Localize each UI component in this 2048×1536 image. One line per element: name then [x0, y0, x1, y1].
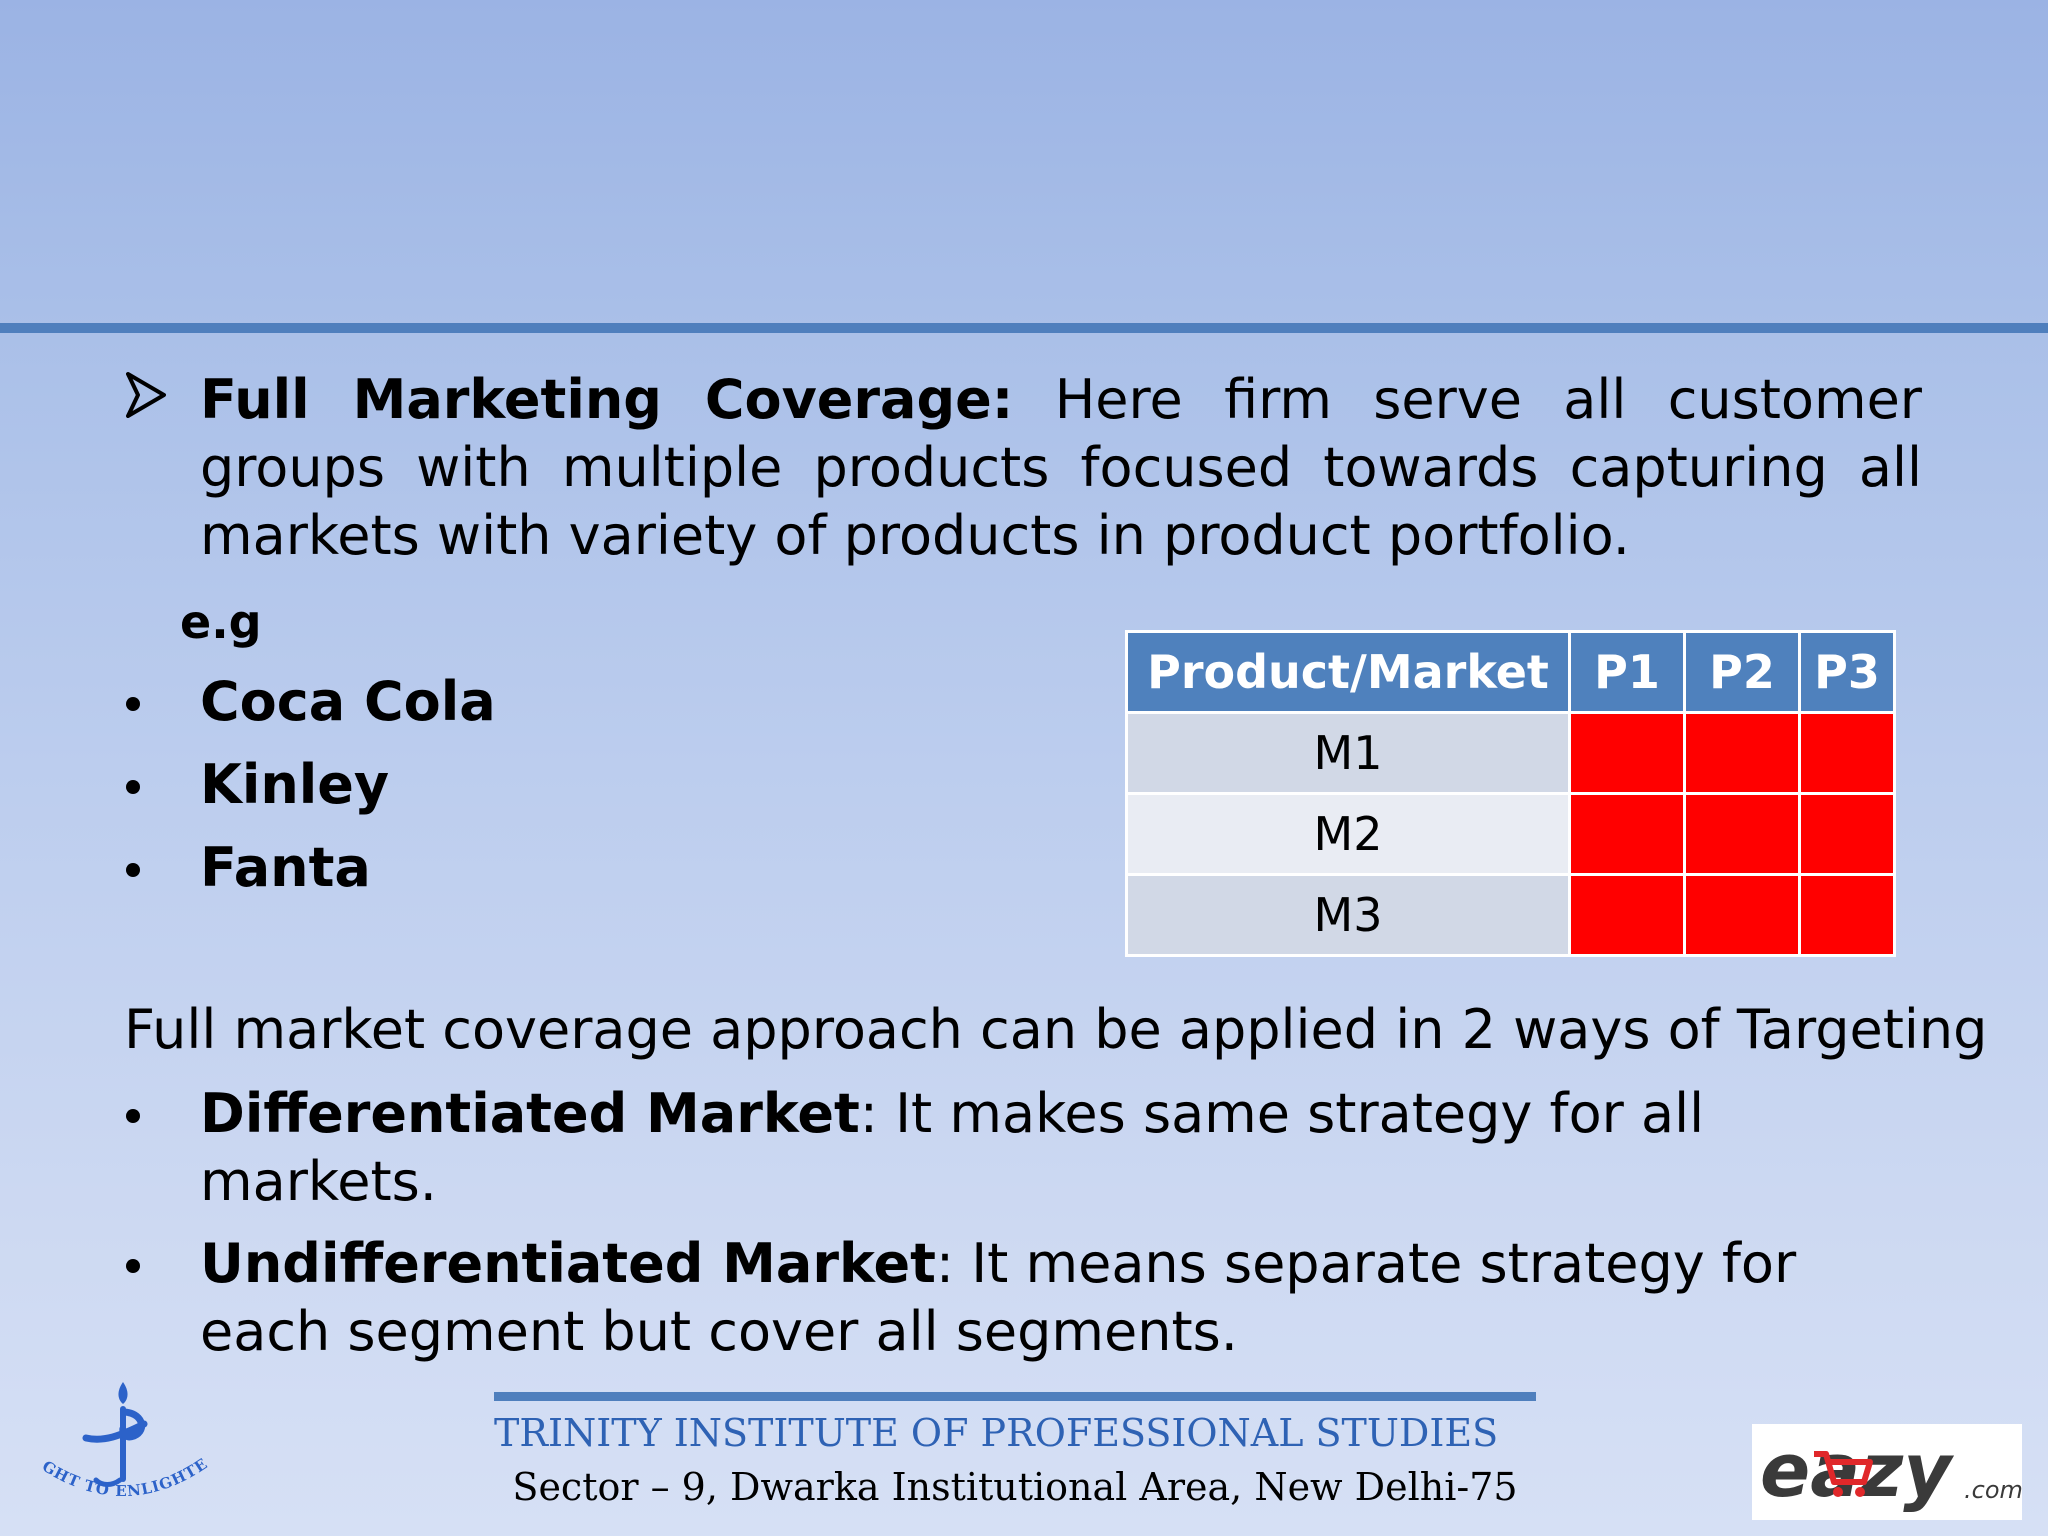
example-label: e.g	[180, 595, 262, 649]
product-market-table: Product/Market P1 P2 P3 M1 M2 M3	[1125, 630, 1896, 957]
coverage-cell	[1683, 873, 1801, 957]
bullet-dot-icon	[126, 780, 140, 794]
list-item: Coca Cola	[118, 668, 496, 751]
coverage-cell	[1683, 711, 1801, 795]
market-cell: M1	[1125, 711, 1571, 795]
arrow-bullet-icon	[126, 372, 166, 418]
institute-name: TRINITY INSTITUTE OF PROFESSIONAL STUDIE…	[494, 1411, 1499, 1455]
market-cell: M3	[1125, 873, 1571, 957]
table-row: M3	[1125, 873, 1896, 957]
bullet-dot-icon	[126, 863, 140, 877]
svg-text:.com: .com	[1964, 1476, 2022, 1504]
targeting-term: Differentiated Market	[200, 1082, 860, 1145]
main-point: Full Marketing Coverage: Here firm serve…	[200, 366, 1922, 570]
targeting-text: : It means separate strategy for each se…	[200, 1232, 1797, 1363]
coverage-cell	[1568, 792, 1686, 876]
table-header-cell: Product/Market	[1125, 630, 1571, 714]
point-text: Here firm serve all customer groups with…	[200, 368, 1922, 567]
header-divider	[0, 323, 2048, 333]
example-list: Coca Cola Kinley Fanta	[118, 668, 496, 917]
coverage-cell	[1568, 711, 1686, 795]
bullet-dot-icon	[126, 697, 140, 711]
coverage-cell	[1798, 792, 1896, 876]
eazy-logo: eazy .com	[1752, 1424, 2022, 1520]
table-row: M1	[1125, 711, 1896, 795]
targeting-term: Undifferentiated Market	[200, 1232, 936, 1295]
coverage-cell	[1683, 792, 1801, 876]
list-item: Fanta	[118, 834, 496, 917]
coverage-cell	[1798, 873, 1896, 957]
table-row: M2	[1125, 792, 1896, 876]
bullet-dot-icon	[126, 1259, 140, 1273]
table-header-row: Product/Market P1 P2 P3	[1125, 630, 1896, 714]
svg-text:eazy: eazy	[1760, 1428, 1954, 1514]
institute-address: Sector – 9, Dwarka Institutional Area, N…	[512, 1465, 1518, 1509]
table-header-cell: P1	[1568, 630, 1686, 714]
list-item: Differentiated Market: It makes same str…	[118, 1080, 1818, 1216]
list-item: Kinley	[118, 751, 496, 834]
market-cell: M2	[1125, 792, 1571, 876]
table-header-cell: P2	[1683, 630, 1801, 714]
targeting-text: : It makes same strategy for all markets…	[200, 1082, 1705, 1213]
list-item: Undifferentiated Market: It means separa…	[118, 1230, 1818, 1366]
targeting-list: Differentiated Market: It makes same str…	[118, 1080, 1818, 1380]
bullet-dot-icon	[126, 1109, 140, 1123]
point-title: Full Marketing Coverage:	[200, 368, 1014, 431]
footer-divider	[494, 1392, 1536, 1401]
targeting-lead: Full market coverage approach can be app…	[124, 998, 1988, 1061]
table-header-cell: P3	[1798, 630, 1896, 714]
institute-logo: LIGHT TO ENLIGHTEN	[30, 1376, 210, 1500]
coverage-cell	[1798, 711, 1896, 795]
coverage-cell	[1568, 873, 1686, 957]
